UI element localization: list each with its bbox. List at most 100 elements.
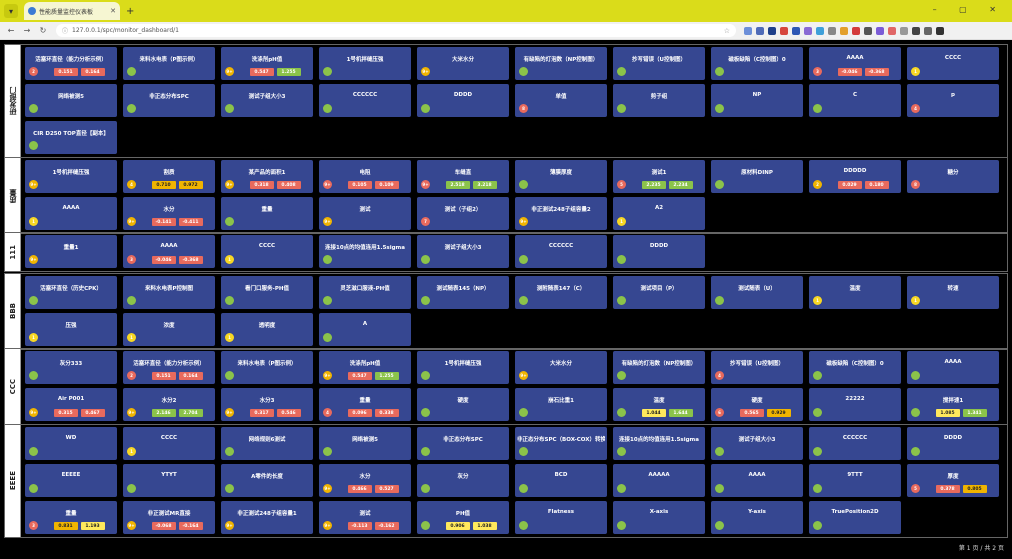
monitor-card[interactable]: 连接10点的均值连用1.5sigma <box>319 235 411 268</box>
extension-icon[interactable] <box>900 26 908 35</box>
monitor-card[interactable]: 车缝直 9+ 2.518 3.218 <box>417 160 509 193</box>
monitor-card[interactable]: 22222 <box>809 388 901 421</box>
extension-icon[interactable] <box>756 26 764 35</box>
monitor-card[interactable]: YTYT <box>123 464 215 497</box>
monitor-card[interactable]: 活塞环直径（历史CPK） <box>25 276 117 309</box>
monitor-card[interactable]: AAAAA <box>613 464 705 497</box>
monitor-card[interactable]: 非正测试MR直接 9+ -0.068 -0.164 <box>123 501 215 534</box>
monitor-card[interactable]: 厚度 5 0.378 0.805 <box>907 464 999 497</box>
extension-icon[interactable] <box>852 26 860 35</box>
monitor-card[interactable]: 测附随表147（C） <box>515 276 607 309</box>
monitor-card[interactable]: 割质 4 0.710 0.972 <box>123 160 215 193</box>
monitor-card[interactable]: 非正态分布SPC <box>417 427 509 460</box>
monitor-card[interactable]: Air P001 9+ 0.315 0.467 <box>25 388 117 421</box>
monitor-card[interactable]: 测试子组大小3 <box>417 235 509 268</box>
monitor-card[interactable]: 水分3 9+ 0.317 0.546 <box>221 388 313 421</box>
close-tab-icon[interactable]: ✕ <box>110 7 116 15</box>
monitor-card[interactable]: 重量 3 0.831 1.193 <box>25 501 117 534</box>
monitor-card[interactable]: CCCCCC <box>515 235 607 268</box>
monitor-card[interactable]: 硬度 <box>417 388 509 421</box>
extension-icon[interactable] <box>768 26 776 35</box>
site-info-icon[interactable]: ⓘ <box>62 28 69 35</box>
monitor-card[interactable]: 糖分 8 <box>907 160 999 193</box>
bookmark-star-icon[interactable]: ☆ <box>723 26 730 35</box>
monitor-card[interactable]: 电阻 9+ 0.105 0.109 <box>319 160 411 193</box>
monitor-card[interactable]: DDDD <box>613 235 705 268</box>
extension-icon[interactable] <box>888 26 896 35</box>
monitor-card[interactable]: AAAA <box>907 351 999 384</box>
monitor-card[interactable]: 网络规则6测试 <box>221 427 313 460</box>
monitor-card[interactable]: AAAA <box>711 464 803 497</box>
monitor-card[interactable]: 测试子组大小3 <box>221 84 313 117</box>
monitor-card[interactable]: 灰分 <box>417 464 509 497</box>
monitor-card[interactable]: DDDDD 2 0.029 0.180 <box>809 160 901 193</box>
extension-icon[interactable] <box>744 26 752 35</box>
monitor-card[interactable]: WD <box>25 427 117 460</box>
monitor-card[interactable]: CCCC 1 <box>123 427 215 460</box>
monitor-card[interactable]: 非正态分布SPC <box>123 84 215 117</box>
window-controls[interactable]: – ▢ ✕ <box>932 5 1006 14</box>
monitor-card[interactable]: 测试随表145（NP） <box>417 276 509 309</box>
monitor-card[interactable]: 崩石比重1 <box>515 388 607 421</box>
monitor-card[interactable]: 非正态分布SPC（BOX-COX）转换 <box>515 427 607 460</box>
monitor-card[interactable]: DDDD <box>417 84 509 117</box>
monitor-card[interactable]: A零件的长度 <box>221 464 313 497</box>
extension-icon[interactable] <box>864 26 872 35</box>
monitor-card[interactable]: C <box>809 84 901 117</box>
monitor-card[interactable]: 有缺陷的灯泡数（NP控制图） <box>613 351 705 384</box>
monitor-card[interactable]: 大米水分 9+ <box>515 351 607 384</box>
monitor-card[interactable]: 来料水电表（P图示例） <box>221 351 313 384</box>
monitor-card[interactable]: 灵芝滋口服液-PH值 <box>319 276 411 309</box>
monitor-card[interactable]: 磁板缺陷（C控制图）0 <box>809 351 901 384</box>
monitor-card[interactable]: X-axis <box>613 501 705 534</box>
monitor-card[interactable]: Y-axis <box>711 501 803 534</box>
monitor-card[interactable]: 有缺陷的灯泡数（NP控制图） <box>515 47 607 80</box>
monitor-card[interactable]: 大米水分 9+ <box>417 47 509 80</box>
monitor-card[interactable]: 硬度 6 0.565 0.929 <box>711 388 803 421</box>
monitor-card[interactable]: 水分 9+ -0.141 -0.411 <box>123 197 215 230</box>
extension-icon[interactable] <box>780 26 788 35</box>
monitor-card[interactable]: 测试 9+ -0.113 -0.162 <box>319 501 411 534</box>
monitor-card[interactable]: 抄写错误（U控制图） <box>613 47 705 80</box>
monitor-card[interactable]: 重量 4 0.096 0.338 <box>319 388 411 421</box>
monitor-card[interactable]: 非正测试248子组容量1 9+ <box>221 501 313 534</box>
monitor-card[interactable]: 测试随表（U） <box>711 276 803 309</box>
monitor-card[interactable]: 灰分333 <box>25 351 117 384</box>
extension-icon[interactable] <box>912 26 920 35</box>
monitor-card[interactable]: DDDD <box>907 427 999 460</box>
monitor-card[interactable]: 非正测试248子组容量2 9+ <box>515 197 607 230</box>
monitor-card[interactable]: 测试 9+ <box>319 197 411 230</box>
monitor-card[interactable]: 测试子组大小3 <box>711 427 803 460</box>
monitor-card[interactable]: 来料水电表（P图示例） <box>123 47 215 80</box>
monitor-card[interactable]: 透明度 1 <box>221 313 313 346</box>
monitor-card[interactable]: 看门口服务-PH值 <box>221 276 313 309</box>
extension-icon[interactable] <box>816 26 824 35</box>
monitor-card[interactable]: 重量 <box>221 197 313 230</box>
tab-search-icon[interactable]: ▾ <box>4 4 18 18</box>
monitor-card[interactable]: A <box>319 313 411 346</box>
monitor-card[interactable]: CCCC 1 <box>221 235 313 268</box>
monitor-card[interactable]: CCCC 1 <box>907 47 999 80</box>
extension-icon[interactable] <box>804 26 812 35</box>
monitor-card[interactable]: 活塞环直径（能力分析示例） 2 0.151 0.164 <box>123 351 215 384</box>
monitor-card[interactable]: 温度 1 <box>809 276 901 309</box>
monitor-card[interactable]: AAAA 3 -0.046 -0.368 <box>809 47 901 80</box>
monitor-card[interactable]: 搅拌速1 1.085 1.341 <box>907 388 999 421</box>
monitor-card[interactable]: 浓度 1 <box>123 313 215 346</box>
monitor-card[interactable]: AAAA 3 -0.046 -0.368 <box>123 235 215 268</box>
monitor-card[interactable]: CCCCCC <box>809 427 901 460</box>
monitor-card[interactable]: Flatness <box>515 501 607 534</box>
new-tab-icon[interactable]: + <box>126 5 135 17</box>
monitor-card[interactable]: CIR D250 TOP直径【副本】 <box>25 121 117 154</box>
monitor-card[interactable]: CCCCCC <box>319 84 411 117</box>
monitor-card[interactable]: 网络被测5 <box>319 427 411 460</box>
monitor-card[interactable]: EEEEE <box>25 464 117 497</box>
monitor-card[interactable]: TruePosition2D <box>809 501 901 534</box>
reload-icon[interactable]: ↻ <box>39 26 47 35</box>
url-input[interactable]: ⓘ 127.0.0.1/spc/monitor_dashboard/1 ☆ <box>56 24 736 37</box>
monitor-card[interactable]: 1号机拌缝压强 <box>417 351 509 384</box>
monitor-card[interactable]: 水分2 9+ 2.146 2.704 <box>123 388 215 421</box>
monitor-card[interactable]: 压强 1 <box>25 313 117 346</box>
monitor-card[interactable]: 1号机拌缝压强 9+ <box>25 160 117 193</box>
